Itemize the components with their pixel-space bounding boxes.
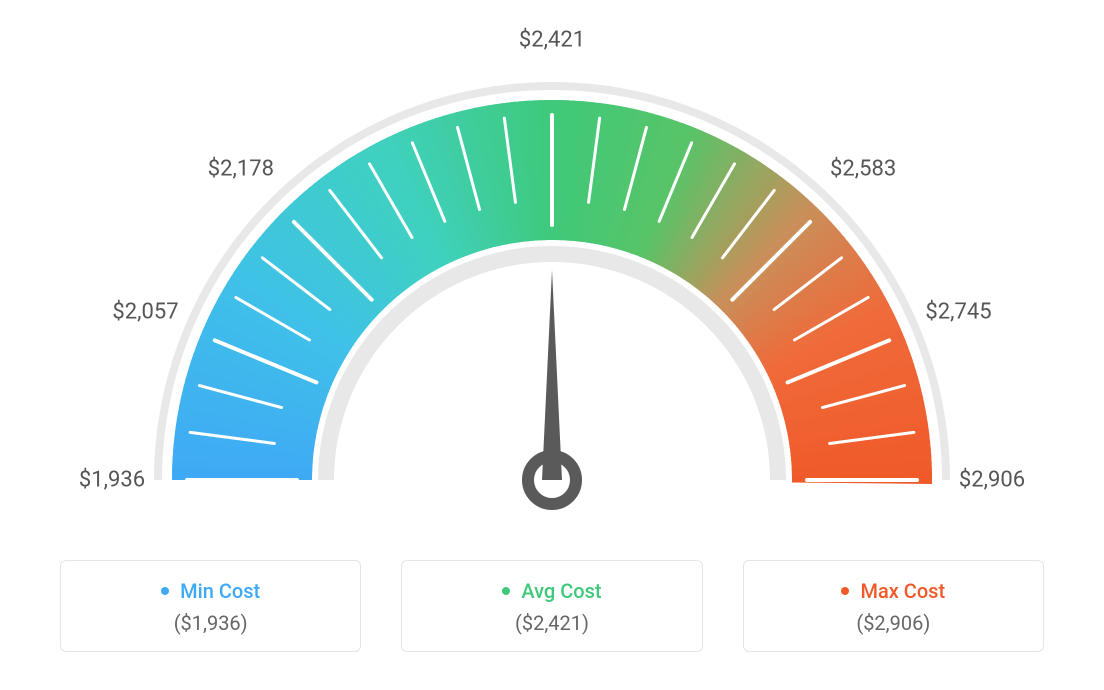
dot-icon [161, 587, 169, 595]
gauge-tick-label: $1,936 [79, 468, 145, 493]
gauge-tick-label: $2,178 [208, 156, 274, 181]
legend-card-max: Max Cost ($2,906) [743, 560, 1044, 652]
dot-icon [502, 587, 510, 595]
legend-max-value: ($2,906) [754, 611, 1033, 635]
gauge-tick-label: $2,745 [925, 299, 991, 324]
gauge-tick-label: $2,057 [112, 299, 178, 324]
gauge-tick-label: $2,906 [959, 468, 1025, 493]
gauge-chart: $1,936 $2,057 $2,178 $2,421 $2,583 $2,745 $2,9… [0, 0, 1104, 560]
legend-avg-value: ($2,421) [412, 611, 691, 635]
gauge-tick-label: $2,421 [519, 28, 585, 53]
legend-min-label: Min Cost [180, 579, 260, 603]
legend-card-min: Min Cost ($1,936) [60, 560, 361, 652]
dot-icon [841, 587, 849, 595]
gauge-tick-label: $2,583 [830, 156, 896, 181]
legend-card-avg: Avg Cost ($2,421) [401, 560, 702, 652]
legend-max-label: Max Cost [860, 579, 945, 603]
legend-avg-label: Avg Cost [521, 579, 601, 603]
gauge-svg [0, 0, 1104, 560]
legend-row: Min Cost ($1,936) Avg Cost ($2,421) Max … [0, 560, 1104, 672]
legend-min-value: ($1,936) [71, 611, 350, 635]
